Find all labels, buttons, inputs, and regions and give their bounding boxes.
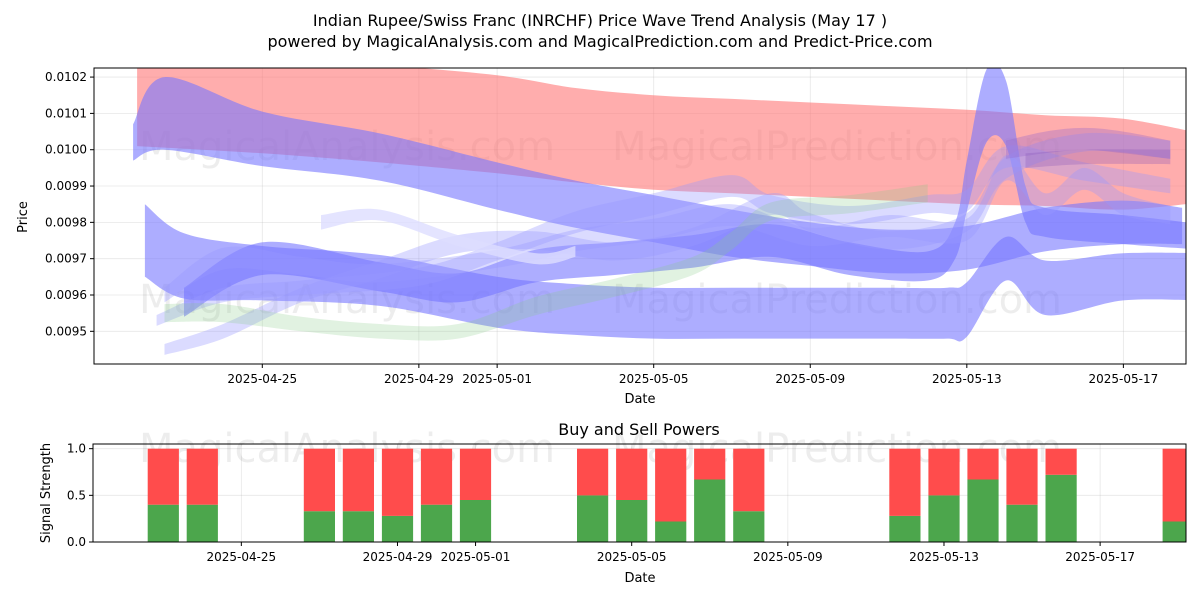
wave-band-7 xyxy=(164,132,1171,355)
sell-bar xyxy=(694,448,726,480)
bottom-axes: 2025-04-25 2025-04-29 2025-05-01 2025-05-05… xyxy=(67,442,1135,564)
bottom-x-axis-label: Date xyxy=(624,571,655,586)
top-y-tick-label: 0.0099 xyxy=(45,179,87,193)
buy-bar xyxy=(420,504,453,542)
buy-bar xyxy=(147,504,179,542)
chart-title: Indian Rupee/Swiss Franc (INRCHF) Price … xyxy=(313,11,887,30)
signal-bars xyxy=(147,448,1186,542)
sell-bar xyxy=(459,448,492,500)
buy-bar xyxy=(616,500,648,542)
chart-subtitle: powered by MagicalAnalysis.com and Magic… xyxy=(267,32,932,51)
wave-band-6 xyxy=(156,145,1171,326)
buy-bar xyxy=(1045,474,1077,542)
buy-bar xyxy=(889,515,921,542)
buy-bar xyxy=(1162,521,1186,542)
top-y-tick-label: 0.0098 xyxy=(45,215,87,229)
top-x-tick-label: 2025-05-13 xyxy=(932,372,1002,386)
bottom-y-tick-label: 1.0 xyxy=(67,442,86,456)
sell-bar xyxy=(186,448,218,505)
sell-bar xyxy=(577,448,609,496)
wave-band-8 xyxy=(164,184,928,341)
bottom-x-tick-label: 2025-05-09 xyxy=(753,550,823,564)
top-x-tick-label: 2025-05-17 xyxy=(1089,372,1159,386)
sell-bar xyxy=(147,448,179,505)
bottom-y-axis-label: Signal Strength xyxy=(39,443,54,543)
wave-band-2 xyxy=(133,76,1183,274)
buy-bar xyxy=(342,511,374,542)
sell-bar xyxy=(1162,448,1186,522)
top-y-tick-label: 0.0097 xyxy=(45,252,87,266)
top-x-tick-label: 2025-04-25 xyxy=(227,372,297,386)
top-y-tick-label: 0.0101 xyxy=(45,106,87,120)
sell-bar xyxy=(1006,448,1038,505)
top-x-tick-label: 2025-04-29 xyxy=(384,372,454,386)
bottom-y-tick-label: 0.0 xyxy=(67,535,86,549)
bottom-x-tick-label: 2025-04-29 xyxy=(363,550,433,564)
sell-bar xyxy=(967,448,999,480)
sell-bar xyxy=(342,448,374,512)
bottom-plot-frame xyxy=(92,443,1187,543)
buy-bar xyxy=(694,479,726,542)
top-y-tick-label: 0.0095 xyxy=(45,324,87,338)
sell-bar xyxy=(616,448,648,500)
bottom-x-tick-label: 2025-05-13 xyxy=(909,550,979,564)
sell-bar xyxy=(655,448,687,522)
buy-bar xyxy=(381,515,414,542)
sell-bar xyxy=(381,448,414,516)
wave-band-10 xyxy=(1006,127,1171,159)
sell-bar xyxy=(420,448,453,505)
bottom-x-tick-label: 2025-05-17 xyxy=(1065,550,1135,564)
sell-bar xyxy=(733,448,765,512)
top-x-tick-label: 2025-05-01 xyxy=(462,372,532,386)
bottom-x-tick-label: 2025-05-01 xyxy=(441,550,511,564)
wave-band-11 xyxy=(1025,149,1171,168)
wave-bands xyxy=(133,68,1186,355)
buy-bar xyxy=(186,504,218,542)
buy-bar xyxy=(459,500,492,542)
bottom-x-tick-label: 2025-05-05 xyxy=(597,550,667,564)
top-x-tick-label: 2025-05-05 xyxy=(619,372,689,386)
bottom-y-tick-label: 0.5 xyxy=(67,488,86,502)
bottom-x-tick-label: 2025-04-25 xyxy=(206,550,276,564)
top-y-tick-label: 0.0100 xyxy=(45,143,87,157)
sell-bar xyxy=(889,448,921,516)
sell-bar xyxy=(928,448,960,496)
top-y-axis-label: Price xyxy=(16,201,31,233)
top-axes: 2025-04-25 2025-04-29 2025-05-01 2025-05-05… xyxy=(45,70,1158,386)
sell-bar xyxy=(303,448,335,512)
top-y-tick-label: 0.0102 xyxy=(45,70,87,84)
buy-bar xyxy=(928,495,960,542)
top-x-tick-label: 2025-05-09 xyxy=(775,372,845,386)
top-x-axis-label: Date xyxy=(624,392,655,407)
buy-bar xyxy=(303,511,335,542)
bottom-chart-title: Buy and Sell Powers xyxy=(558,420,720,439)
top-plot-frame xyxy=(93,67,1187,365)
wave-band-5 xyxy=(164,154,1171,303)
buy-bar xyxy=(733,511,765,542)
buy-bar xyxy=(967,479,999,542)
top-y-tick-label: 0.0096 xyxy=(45,288,87,302)
buy-bar xyxy=(1006,504,1038,542)
wave-band-9 xyxy=(321,208,576,265)
sell-bar xyxy=(1045,448,1077,475)
buy-bar xyxy=(577,495,609,542)
wave-band-1 xyxy=(137,68,1186,210)
buy-bar xyxy=(655,521,687,542)
wave-band-3 xyxy=(144,204,1186,342)
wave-band-4 xyxy=(184,68,1186,317)
